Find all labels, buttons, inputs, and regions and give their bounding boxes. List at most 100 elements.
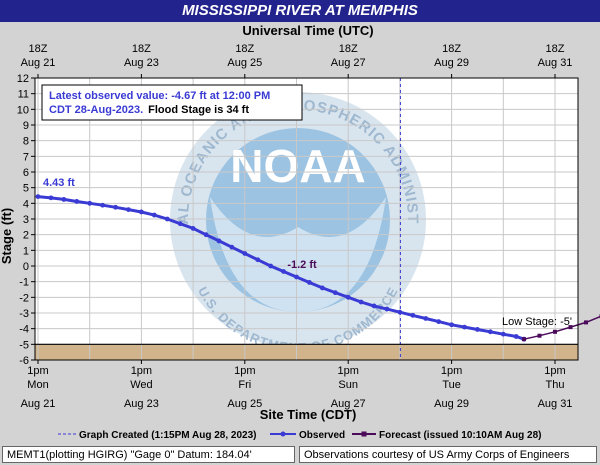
observed-point xyxy=(177,221,183,227)
y-tick-label: -1 xyxy=(19,277,29,289)
observed-point xyxy=(229,244,235,250)
x-tick-time: 1pm xyxy=(441,365,462,377)
observed-point xyxy=(475,327,480,332)
top-tick-date: Aug 21 xyxy=(21,57,56,69)
top-tick-date: Aug 27 xyxy=(331,57,366,69)
x-tick-time: 1pm xyxy=(234,365,255,377)
legend: Graph Created (1:15PM Aug 28, 2023) Obse… xyxy=(58,430,541,441)
observed-point xyxy=(268,263,274,269)
forecast-series-line xyxy=(523,315,600,340)
datum-info: MEMT1(plotting HGIRG) "Gage 0" Datum: 18… xyxy=(2,446,295,463)
observed-point xyxy=(462,324,467,330)
info-date: CDT 28-Aug-2023. xyxy=(49,104,143,116)
x-tick-date: Aug 27 xyxy=(331,398,366,410)
legend-created: Graph Created (1:15PM Aug 28, 2023) xyxy=(79,430,256,441)
y-tick-label: 4 xyxy=(23,198,29,210)
y-tick-label: -5 xyxy=(19,339,29,351)
x-tick-day: Sun xyxy=(338,379,358,391)
x-axis-title: Site Time (CDT) xyxy=(260,407,357,422)
top-axis-ticks: 18Z Aug 21 18Z Aug 23 18Z Aug 25 18Z Aug 27 18Z A… xyxy=(21,43,573,78)
chart-title: MISSISSIPPI RIVER AT MEMPHIS xyxy=(0,0,600,22)
peak-value-label: -1.2 ft xyxy=(287,259,317,271)
logo-wave xyxy=(210,197,386,312)
y-tick-label: -4 xyxy=(19,324,29,336)
series-layer xyxy=(35,194,600,342)
legend-observed-marker xyxy=(280,431,286,437)
top-tick-date: Aug 31 xyxy=(538,57,573,69)
observed-point xyxy=(255,257,261,263)
observed-point xyxy=(345,294,351,300)
top-tick-date: Aug 25 xyxy=(227,57,262,69)
x-tick-date: Aug 21 xyxy=(21,398,56,410)
observed-point xyxy=(35,194,41,199)
y-tick-label: 11 xyxy=(18,89,29,101)
observed-point xyxy=(139,209,144,215)
low-stage-band xyxy=(35,344,578,360)
observed-point xyxy=(126,207,131,213)
y-tick-label: 5 xyxy=(23,183,29,195)
bottom-axis-ticks: 1pm Mon Aug 21 1pm Wed Aug 23 1pm Fri Aug 25 1pm S… xyxy=(21,360,572,410)
y-tick-label: 12 xyxy=(17,73,29,85)
observed-point xyxy=(48,195,54,201)
info-line-2: CDT 28-Aug-2023. Flood Stage is 34 ft xyxy=(49,104,249,116)
top-tick-time: 18Z xyxy=(235,43,254,55)
observed-point xyxy=(436,319,442,325)
observed-point xyxy=(281,269,286,274)
forecast-point xyxy=(521,337,526,342)
start-value-label: 4.43 ft xyxy=(43,177,75,189)
observed-point xyxy=(151,212,157,218)
x-tick-time: 1pm xyxy=(27,365,48,377)
observed-point xyxy=(242,251,248,256)
observed-point xyxy=(371,303,377,309)
observed-point xyxy=(358,299,364,305)
flood-stage-text: Flood Stage is 34 ft xyxy=(148,104,249,116)
observed-point xyxy=(410,312,416,318)
top-axis-title: Universal Time (UTC) xyxy=(242,23,373,38)
y-tick-label: 1 xyxy=(23,245,29,257)
x-tick-date: Aug 25 xyxy=(227,398,262,410)
forecast-point xyxy=(584,320,589,325)
observed-point xyxy=(203,232,209,238)
observed-point xyxy=(423,316,429,321)
y-tick-label: 2 xyxy=(23,230,29,242)
x-tick-day: Tue xyxy=(442,379,461,391)
y-tick-label: 0 xyxy=(23,261,29,273)
observed-point xyxy=(294,274,299,280)
x-tick-time: 1pm xyxy=(544,365,565,377)
observed-point xyxy=(100,202,106,208)
x-tick-date: Aug 29 xyxy=(434,398,469,410)
observed-point xyxy=(513,334,519,339)
top-tick-date: Aug 23 xyxy=(124,57,159,69)
observed-point xyxy=(307,280,312,285)
legend-observed: Observed xyxy=(299,430,345,441)
top-tick-time: 18Z xyxy=(546,43,565,55)
observed-point xyxy=(500,331,506,337)
x-tick-day: Mon xyxy=(27,379,48,391)
observed-point xyxy=(487,329,493,335)
legend-forecast-marker xyxy=(361,431,367,437)
observed-point xyxy=(397,309,403,315)
y-tick-label: 8 xyxy=(23,136,29,148)
forecast-point xyxy=(568,325,573,330)
top-tick-date: Aug 29 xyxy=(434,57,469,69)
observed-point xyxy=(113,204,118,210)
latest-observation-box: Latest observed value: -4.67 ft at 12:00… xyxy=(41,84,303,121)
stage-chart: Universal Time (UTC) 18Z Aug 21 18Z Aug 23 1… xyxy=(0,22,600,441)
observed-point xyxy=(216,238,222,244)
y-tick-label: 9 xyxy=(23,120,29,132)
observed-point xyxy=(190,226,196,231)
observed-point xyxy=(332,290,338,296)
forecast-point xyxy=(537,333,542,338)
plot-area: NOAANATIONAL OCEANIC AND ATMOSPHERIC ADM… xyxy=(0,22,600,361)
observed-point xyxy=(384,306,390,312)
observed-point xyxy=(319,285,325,291)
observed-point xyxy=(61,197,67,202)
x-tick-time: 1pm xyxy=(131,365,152,377)
y-tick-label: 6 xyxy=(23,167,29,179)
y-tick-label: 10 xyxy=(17,104,29,116)
y-tick-label: 7 xyxy=(23,151,29,163)
observed-point xyxy=(87,200,93,206)
x-tick-day: Thu xyxy=(546,379,565,391)
observed-point xyxy=(449,322,454,328)
